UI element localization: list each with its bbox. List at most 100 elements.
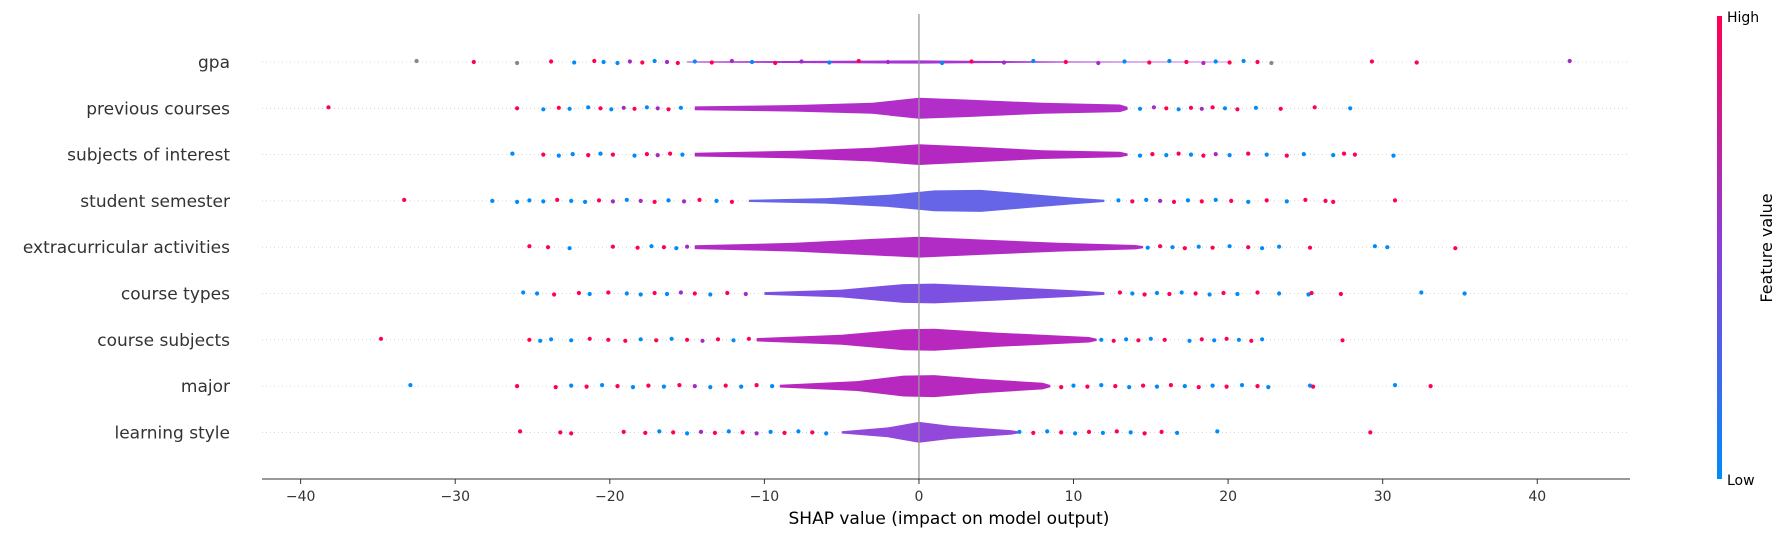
shap-point — [1141, 383, 1146, 388]
shap-point — [1213, 59, 1218, 64]
shap-point — [1210, 105, 1215, 110]
shap-point — [1059, 430, 1064, 435]
shap-point — [549, 337, 554, 342]
feature-label: major — [181, 377, 230, 397]
violin-subjects-of-interest — [694, 144, 1128, 165]
shap-point — [655, 106, 660, 111]
shap-point — [632, 153, 637, 158]
violin-previous-courses — [694, 97, 1128, 119]
shap-point — [1241, 58, 1246, 64]
shap-point — [326, 105, 331, 110]
shap-point — [1235, 291, 1240, 297]
shap-point — [715, 337, 721, 342]
shap-point — [1391, 153, 1396, 158]
shap-point — [587, 291, 592, 297]
shap-point — [1239, 383, 1245, 388]
shap-point — [1199, 199, 1204, 204]
shap-point — [664, 291, 670, 297]
shap-point — [885, 59, 891, 65]
shap-point — [576, 290, 582, 296]
shap-point — [378, 336, 384, 341]
shap-point — [678, 290, 684, 295]
violin-student-semester — [748, 189, 1105, 212]
shap-point — [558, 430, 563, 435]
shap-point — [1063, 59, 1068, 65]
shap-point — [1419, 290, 1424, 295]
shap-point — [555, 197, 560, 202]
shap-point — [1187, 338, 1192, 343]
shap-point — [1142, 292, 1147, 297]
shap-point — [1215, 429, 1220, 434]
shap-point — [1227, 153, 1232, 158]
shap-point — [1207, 292, 1212, 297]
shap-point — [541, 199, 546, 204]
shap-point — [1137, 153, 1143, 158]
x-tick-label: 30 — [1374, 489, 1392, 505]
shap-point — [1100, 430, 1105, 435]
shap-point — [515, 384, 520, 389]
shap-point — [1188, 105, 1194, 110]
shap-point — [1144, 197, 1149, 202]
shap-point — [1167, 58, 1172, 64]
shap-point — [692, 384, 697, 389]
shap-point — [1236, 337, 1241, 342]
shap-point — [569, 198, 574, 203]
shap-point — [556, 105, 561, 110]
shap-point — [796, 429, 801, 434]
shap-point — [669, 336, 674, 341]
shap-point — [726, 429, 731, 434]
x-axis-title: SHAP value (impact on model output) — [789, 509, 1110, 529]
shap-point — [587, 336, 592, 341]
shap-point — [556, 153, 561, 158]
shap-point — [606, 337, 611, 342]
shap-point — [768, 429, 773, 434]
shap-point — [1303, 197, 1308, 202]
colorbar-gradient — [1717, 16, 1722, 479]
shap-point — [782, 430, 787, 435]
shap-point — [615, 384, 620, 389]
shap-point — [567, 106, 572, 111]
x-axis: −40 −30 −20 −10 0 10 20 30 40 — [262, 478, 1630, 505]
shap-point — [969, 59, 974, 64]
shap-point — [1227, 244, 1232, 249]
shap-point — [746, 336, 752, 341]
shap-point — [654, 338, 659, 343]
shap-point — [1212, 338, 1217, 343]
shap-point — [685, 337, 690, 342]
shap-point — [535, 291, 540, 296]
violin-course-subjects — [756, 328, 1097, 351]
shap-point — [553, 385, 558, 390]
shap-point — [1338, 291, 1343, 297]
shap-point — [678, 105, 684, 110]
shap-point — [661, 384, 667, 389]
shap-point — [739, 384, 744, 389]
shap-point — [1196, 244, 1201, 249]
shap-point — [810, 430, 815, 435]
shap-point — [940, 60, 945, 66]
shap-point — [1201, 153, 1206, 158]
shap-point — [1213, 152, 1218, 157]
shap-point — [666, 107, 671, 112]
shap-point — [1428, 384, 1433, 389]
shap-point — [1164, 106, 1169, 111]
shap-point — [1255, 59, 1260, 65]
shap-point — [623, 338, 628, 343]
shap-point — [1031, 430, 1036, 435]
shap-point — [510, 151, 515, 156]
shap-point — [1137, 106, 1143, 111]
shap-point — [671, 430, 676, 435]
shap-point — [549, 59, 554, 64]
shap-point — [1086, 429, 1092, 434]
shap-point — [692, 291, 697, 296]
shap-point — [609, 107, 614, 112]
shap-point — [700, 338, 705, 343]
shap-point — [649, 244, 654, 249]
shap-point — [1269, 60, 1274, 66]
shap-point — [635, 245, 640, 250]
shap-point — [1059, 385, 1064, 390]
shap-point — [708, 292, 713, 297]
shap-point — [1168, 383, 1173, 388]
shap-point — [1246, 151, 1251, 156]
shap-point — [1196, 385, 1201, 390]
